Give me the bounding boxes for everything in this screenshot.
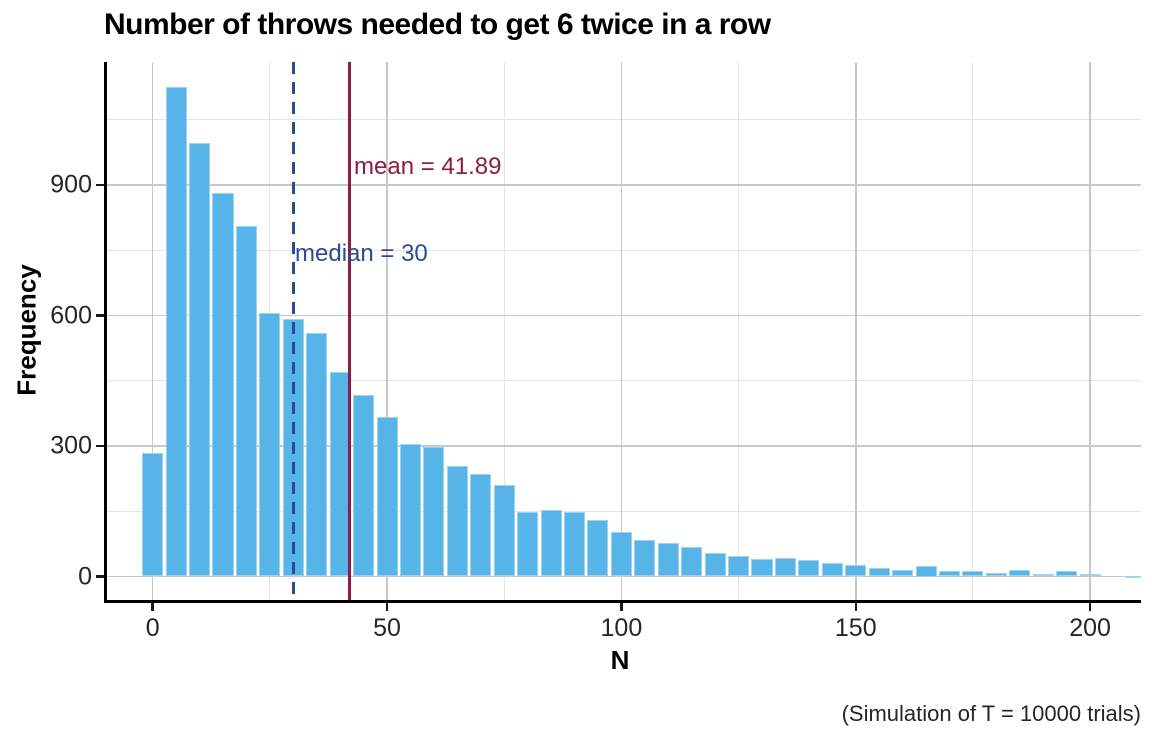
histogram-bar	[212, 192, 234, 577]
x-minor-gridline	[738, 62, 740, 601]
histogram-bar	[1009, 570, 1031, 577]
y-tick-label: 900	[50, 170, 92, 199]
histogram-bar	[142, 452, 164, 577]
y-tick-mark	[96, 183, 104, 187]
histogram-bar	[915, 565, 937, 577]
x-tick-label: 200	[1069, 614, 1111, 642]
histogram-bar	[610, 532, 632, 577]
histogram-bar	[235, 225, 257, 577]
x-major-gridline	[386, 62, 388, 601]
histogram-bar	[165, 86, 187, 577]
histogram-bar	[728, 556, 750, 577]
histogram-bar	[634, 540, 656, 577]
x-tick-label: 150	[834, 614, 877, 642]
histogram-bar	[376, 416, 398, 577]
y-minor-gridline	[106, 510, 1141, 512]
histogram-bar	[704, 553, 726, 577]
x-minor-gridline	[503, 62, 505, 601]
x-tick-label: 100	[600, 614, 643, 642]
mean-annotation-label: mean = 41.89	[354, 153, 502, 180]
histogram-bar	[1032, 574, 1054, 577]
histogram-bar	[892, 570, 914, 577]
histogram-bar	[1056, 571, 1078, 577]
histogram-bar	[587, 519, 609, 577]
histogram-bar	[306, 332, 328, 577]
y-tick-label: 300	[50, 431, 92, 460]
y-major-gridline	[106, 445, 1141, 447]
y-minor-gridline	[106, 249, 1141, 251]
page-title: Number of throws needed to get 6 twice i…	[104, 8, 771, 41]
histogram-bar	[868, 568, 890, 577]
histogram-bar	[540, 509, 562, 577]
y-major-gridline	[106, 575, 1141, 578]
histogram-bar	[845, 564, 867, 577]
y-tick-mark	[96, 575, 104, 578]
histogram-bar	[446, 466, 468, 577]
histogram-bar	[517, 511, 539, 577]
caption-text: (Simulation of T = 10000 trials)	[841, 701, 1141, 726]
y-minor-gridline	[106, 119, 1141, 121]
histogram-bar	[564, 512, 586, 577]
histogram-bar	[774, 557, 796, 577]
median-line	[291, 62, 295, 601]
histogram-bar	[962, 570, 984, 577]
x-minor-gridline	[972, 62, 974, 601]
y-tick-mark	[96, 444, 104, 448]
y-axis-line	[104, 62, 107, 603]
x-tick-mark	[151, 603, 154, 611]
y-major-gridline	[106, 184, 1141, 186]
histogram-bar	[1126, 575, 1141, 578]
histogram-bar	[399, 443, 421, 577]
histogram-bar	[259, 313, 281, 577]
y-tick-label: 600	[50, 301, 92, 329]
x-tick-mark	[854, 603, 857, 611]
x-tick-mark	[385, 603, 389, 611]
y-tick-label: 0	[78, 562, 92, 590]
histogram-bar	[938, 571, 960, 577]
histogram-bar	[985, 573, 1007, 577]
histogram-bar	[189, 142, 211, 577]
histogram-bar	[493, 484, 515, 577]
x-major-gridline	[620, 62, 623, 601]
y-major-gridline	[106, 314, 1141, 317]
median-annotation-label: median = 30	[295, 240, 428, 267]
x-major-gridline	[151, 62, 154, 601]
x-tick-label: 50	[373, 614, 401, 642]
y-axis-title: Frequency	[11, 264, 42, 396]
x-tick-label: 0	[145, 614, 160, 642]
x-major-gridline	[1089, 62, 1091, 601]
x-axis-line	[104, 600, 1141, 603]
histogram-bar	[798, 560, 820, 577]
histogram-bar	[657, 543, 679, 577]
histogram-bar	[470, 474, 492, 577]
x-tick-mark	[620, 603, 623, 611]
y-tick-mark	[96, 314, 104, 317]
x-tick-mark	[1088, 603, 1092, 611]
histogram-bar	[353, 394, 375, 577]
histogram-bar	[681, 546, 703, 577]
histogram-bar	[751, 558, 773, 577]
mean-line	[347, 62, 351, 601]
y-minor-gridline	[106, 380, 1141, 382]
histogram-bar	[423, 447, 445, 577]
histogram-bar	[821, 563, 843, 577]
x-axis-title: N	[610, 645, 630, 675]
histogram-bar	[1079, 573, 1101, 577]
plot-panel	[106, 62, 1141, 601]
x-major-gridline	[855, 62, 857, 601]
